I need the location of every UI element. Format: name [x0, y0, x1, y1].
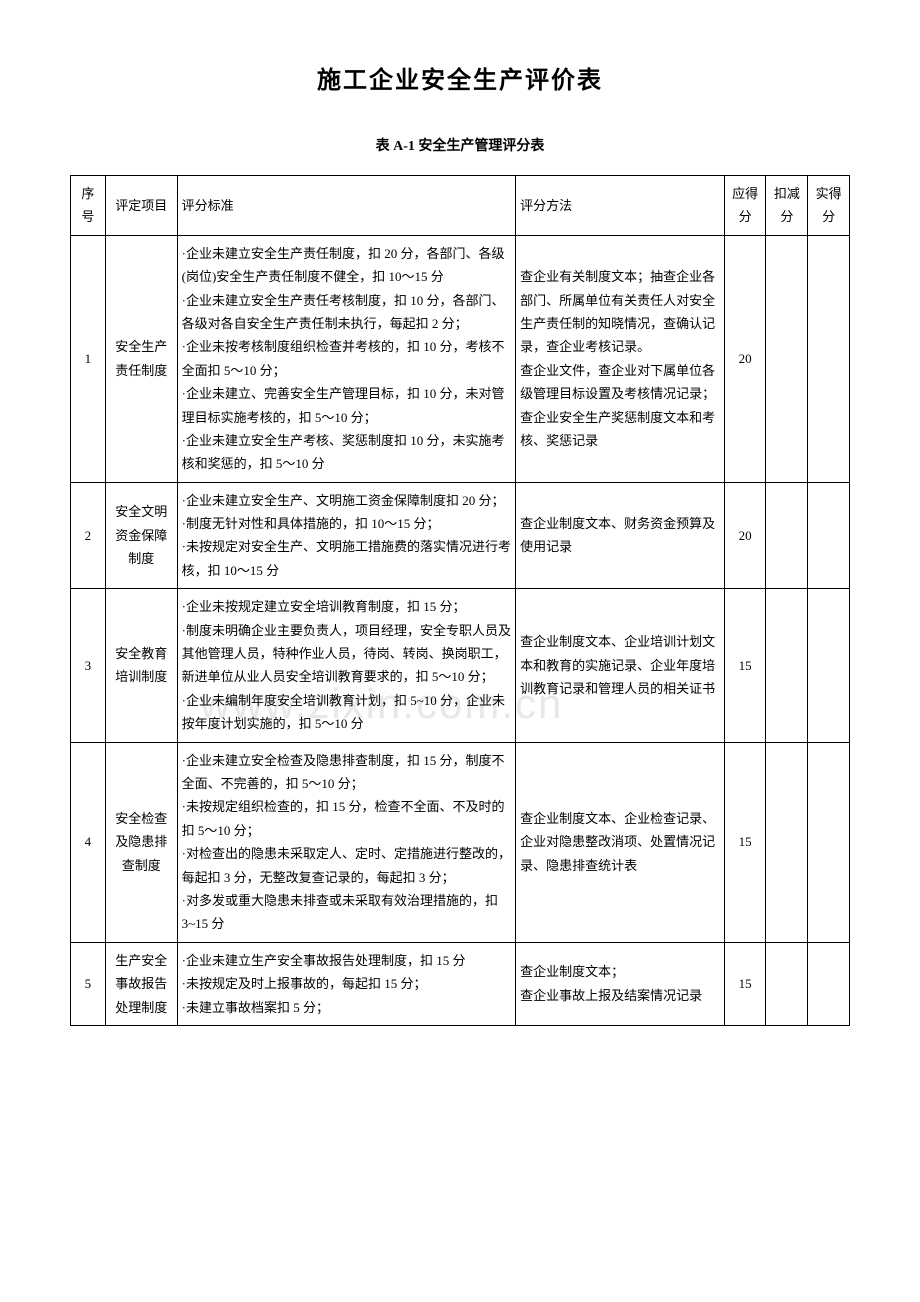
- cell-criteria: ·企业未建立安全生产、文明施工资金保障制度扣 20 分；·制度无针对性和具体措施…: [177, 482, 515, 589]
- table-row: 3 安全教育培训制度 ·企业未按规定建立安全培训教育制度，扣 15 分；·制度未…: [71, 589, 850, 742]
- table-row: 2 安全文明资金保障制度 ·企业未建立安全生产、文明施工资金保障制度扣 20 分…: [71, 482, 850, 589]
- cell-criteria: ·企业未按规定建立安全培训教育制度，扣 15 分；·制度未明确企业主要负责人，项…: [177, 589, 515, 742]
- cell-score-due: 20: [724, 235, 766, 482]
- evaluation-table: 序号 评定项目 评分标准 评分方法 应得分 扣减分 实得分 1 安全生产责任制度…: [70, 175, 850, 1026]
- header-seq: 序号: [71, 176, 106, 236]
- cell-method: 查企业制度文本；查企业事故上报及结案情况记录: [516, 942, 725, 1025]
- cell-score-deduct: [766, 742, 808, 942]
- cell-seq: 2: [71, 482, 106, 589]
- cell-method: 查企业制度文本、财务资金预算及使用记录: [516, 482, 725, 589]
- cell-item: 安全检查及隐患排查制度: [105, 742, 177, 942]
- header-criteria: 评分标准: [177, 176, 515, 236]
- cell-item: 安全文明资金保障制度: [105, 482, 177, 589]
- cell-method: 查企业制度文本、企业检查记录、企业对隐患整改消项、处置情况记录、隐患排查统计表: [516, 742, 725, 942]
- cell-score-actual: [808, 942, 850, 1025]
- cell-criteria: ·企业未建立安全生产责任制度，扣 20 分，各部门、各级(岗位)安全生产责任制度…: [177, 235, 515, 482]
- table-row: 5 生产安全事故报告处理制度 ·企业未建立生产安全事故报告处理制度，扣 15 分…: [71, 942, 850, 1025]
- cell-criteria: ·企业未建立生产安全事故报告处理制度，扣 15 分·未按规定及时上报事故的，每起…: [177, 942, 515, 1025]
- table-caption: 表 A-1 安全生产管理评分表: [70, 135, 850, 155]
- cell-score-actual: [808, 482, 850, 589]
- cell-seq: 5: [71, 942, 106, 1025]
- cell-score-due: 15: [724, 589, 766, 742]
- table-header-row: 序号 评定项目 评分标准 评分方法 应得分 扣减分 实得分: [71, 176, 850, 236]
- cell-seq: 3: [71, 589, 106, 742]
- cell-score-due: 15: [724, 742, 766, 942]
- header-method: 评分方法: [516, 176, 725, 236]
- header-score-deduct: 扣减分: [766, 176, 808, 236]
- table-row: 1 安全生产责任制度 ·企业未建立安全生产责任制度，扣 20 分，各部门、各级(…: [71, 235, 850, 482]
- cell-seq: 4: [71, 742, 106, 942]
- cell-seq: 1: [71, 235, 106, 482]
- cell-score-deduct: [766, 482, 808, 589]
- cell-method: 查企业制度文本、企业培训计划文本和教育的实施记录、企业年度培训教育记录和管理人员…: [516, 589, 725, 742]
- cell-score-due: 15: [724, 942, 766, 1025]
- cell-item: 生产安全事故报告处理制度: [105, 942, 177, 1025]
- cell-item: 安全教育培训制度: [105, 589, 177, 742]
- cell-score-actual: [808, 742, 850, 942]
- cell-score-deduct: [766, 235, 808, 482]
- cell-score-deduct: [766, 589, 808, 742]
- cell-criteria: ·企业未建立安全检查及隐患排查制度，扣 15 分，制度不全面、不完善的，扣 5～…: [177, 742, 515, 942]
- page-title: 施工企业安全生产评价表: [70, 60, 850, 95]
- cell-score-due: 20: [724, 482, 766, 589]
- header-score-due: 应得分: [724, 176, 766, 236]
- cell-method: 查企业有关制度文本；抽查企业各部门、所属单位有关责任人对安全生产责任制的知晓情况…: [516, 235, 725, 482]
- cell-score-deduct: [766, 942, 808, 1025]
- header-score-actual: 实得分: [808, 176, 850, 236]
- table-body: 1 安全生产责任制度 ·企业未建立安全生产责任制度，扣 20 分，各部门、各级(…: [71, 235, 850, 1025]
- header-item: 评定项目: [105, 176, 177, 236]
- cell-item: 安全生产责任制度: [105, 235, 177, 482]
- table-row: 4 安全检查及隐患排查制度 ·企业未建立安全检查及隐患排查制度，扣 15 分，制…: [71, 742, 850, 942]
- cell-score-actual: [808, 589, 850, 742]
- cell-score-actual: [808, 235, 850, 482]
